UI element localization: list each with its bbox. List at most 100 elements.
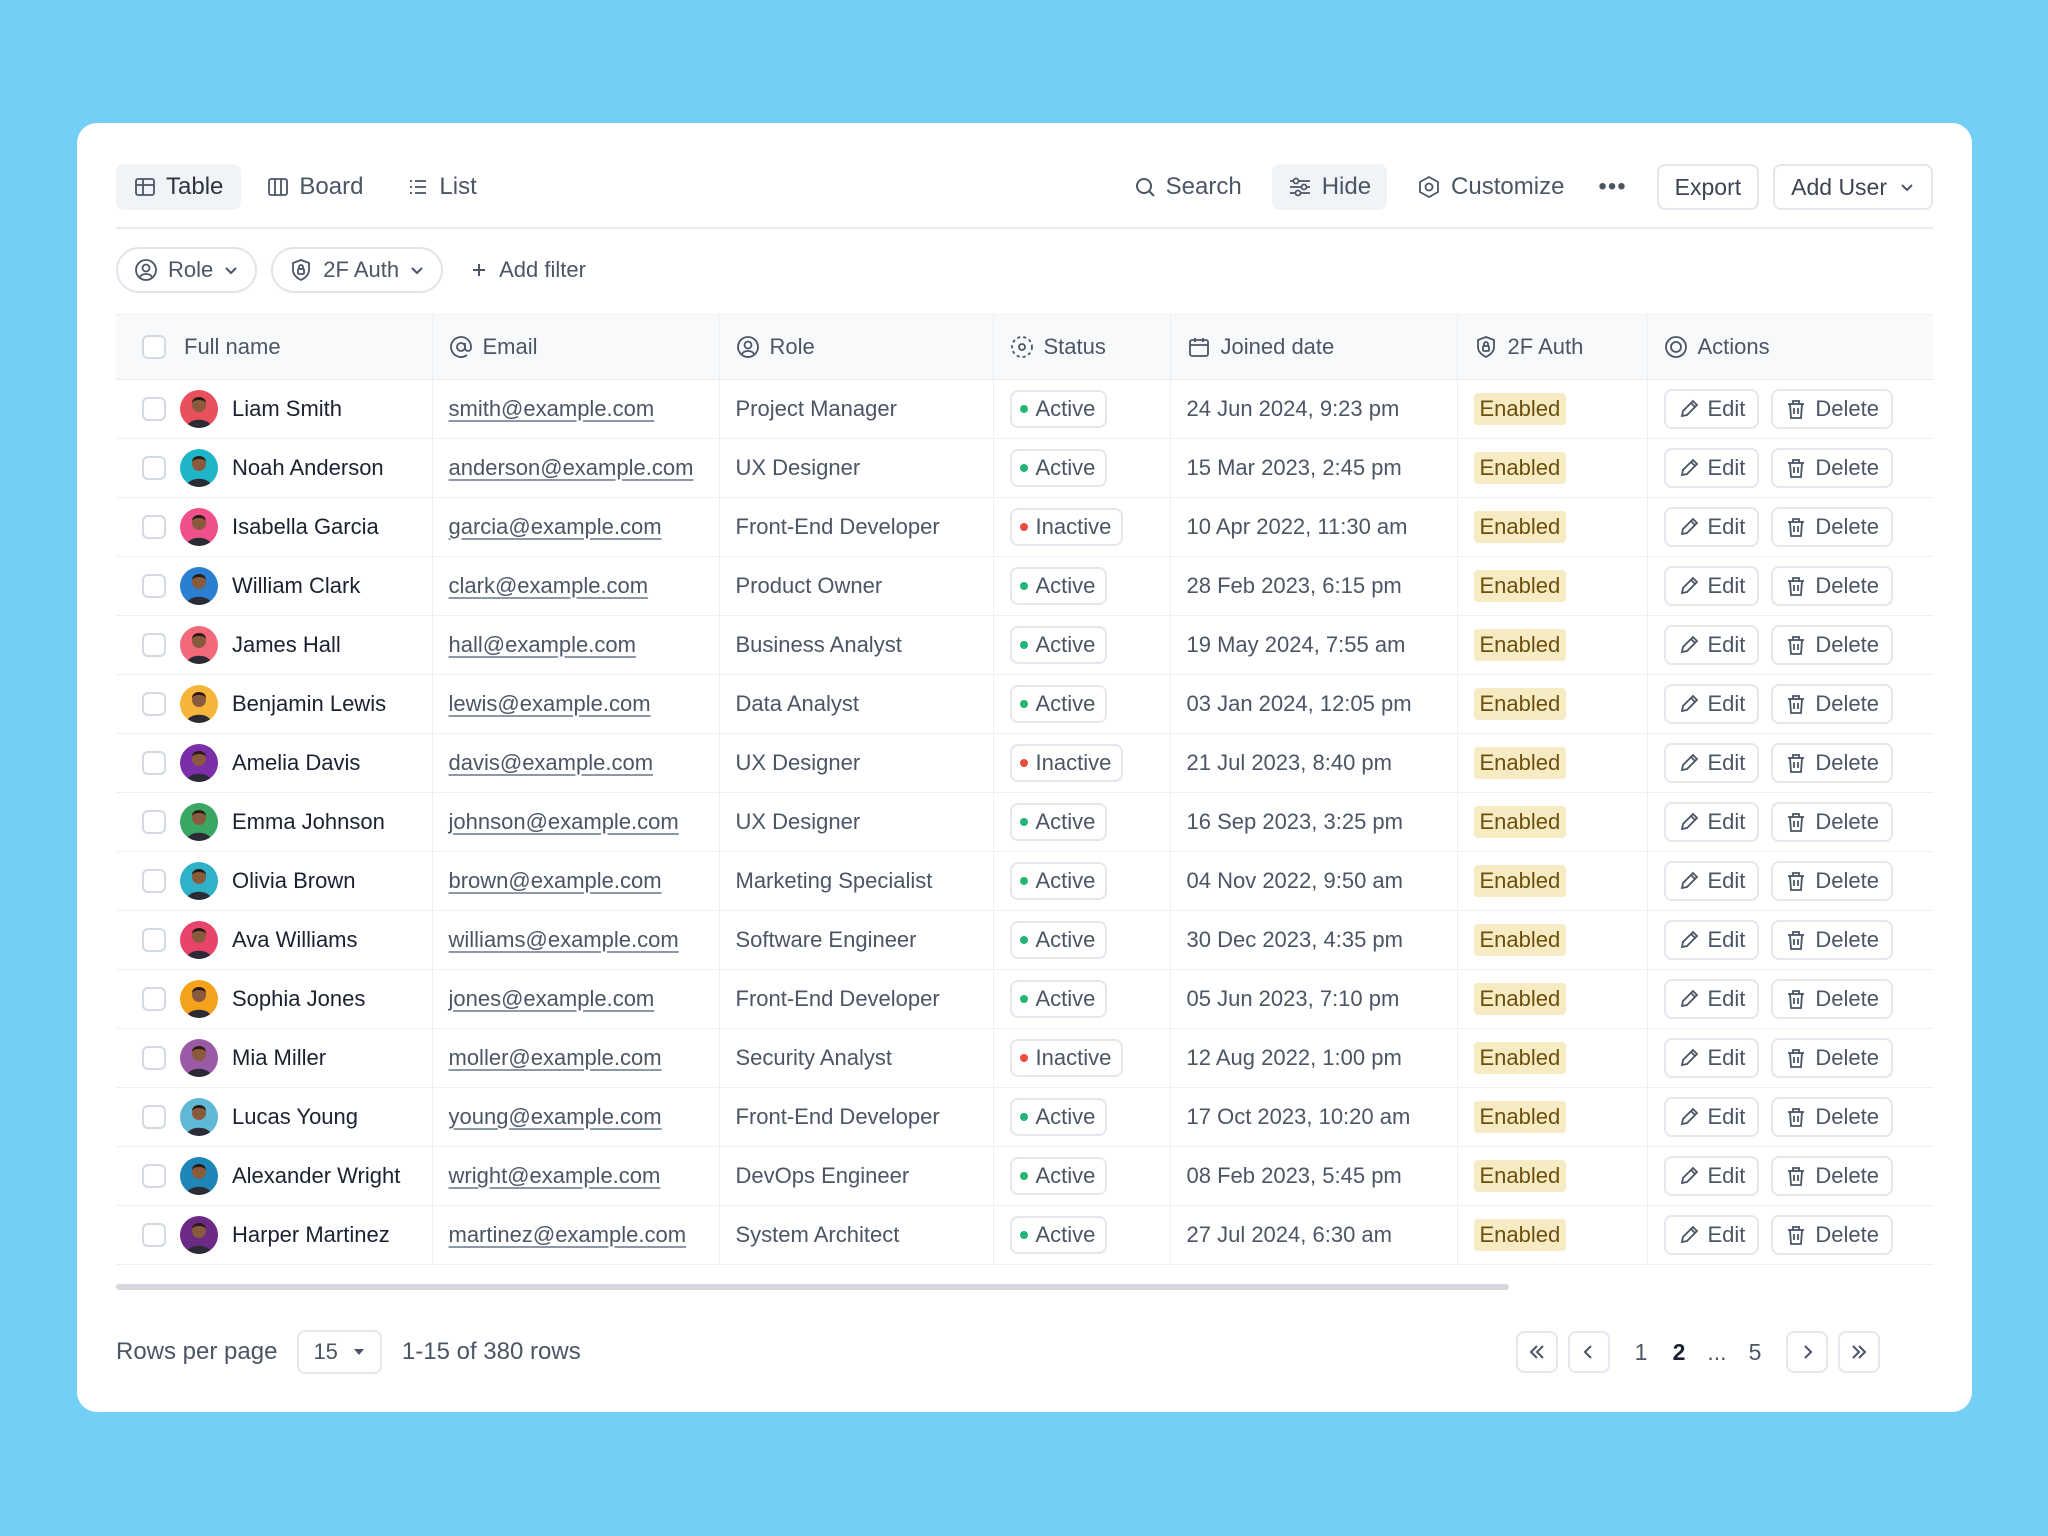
edit-button[interactable]: Edit (1663, 1038, 1760, 1078)
table-row[interactable]: Isabella Garcia garcia@example.com Front-E… (116, 497, 1933, 557)
filter-2f-auth[interactable]: 2F Auth (271, 247, 444, 293)
table-row[interactable]: Benjamin Lewis lewis@example.com Data Anal… (116, 674, 1933, 734)
row-checkbox[interactable] (142, 1164, 166, 1188)
delete-button[interactable]: Delete (1771, 920, 1894, 960)
delete-button[interactable]: Delete (1771, 1038, 1894, 1078)
hide-button[interactable]: Hide (1271, 164, 1388, 210)
email-link[interactable]: hall@example.com (448, 632, 636, 657)
email-link[interactable]: garcia@example.com (448, 514, 662, 539)
table-row[interactable]: Mia Miller moller@example.com Security Ana… (116, 1028, 1933, 1088)
row-checkbox[interactable] (142, 397, 166, 421)
table-row[interactable]: Amelia Davis davis@example.com UX Designer… (116, 733, 1933, 793)
row-checkbox[interactable] (142, 869, 166, 893)
horizontal-scrollbar[interactable] (116, 1284, 1933, 1292)
view-tab-list[interactable]: List (389, 164, 494, 210)
table-row[interactable]: William Clark clark@example.com Product Ow… (116, 556, 1933, 616)
edit-button[interactable]: Edit (1663, 389, 1760, 429)
email-link[interactable]: davis@example.com (448, 750, 654, 775)
email-link[interactable]: anderson@example.com (448, 455, 694, 480)
row-checkbox[interactable] (142, 515, 166, 539)
email-link[interactable]: jones@example.com (448, 986, 655, 1011)
row-checkbox[interactable] (142, 1105, 166, 1129)
row-checkbox[interactable] (142, 692, 166, 716)
edit-button[interactable]: Edit (1663, 979, 1760, 1019)
filter-role[interactable]: Role (116, 247, 258, 293)
edit-button[interactable]: Edit (1663, 1156, 1760, 1196)
table-row[interactable]: Alexander Wright wright@example.com DevOps… (116, 1146, 1933, 1206)
edit-button[interactable]: Edit (1663, 566, 1760, 606)
edit-button[interactable]: Edit (1663, 684, 1760, 724)
edit-button[interactable]: Edit (1663, 1215, 1760, 1255)
edit-button[interactable]: Edit (1663, 920, 1760, 960)
export-button[interactable]: Export (1656, 164, 1760, 210)
row-checkbox[interactable] (142, 810, 166, 834)
add-filter-button[interactable]: Add filter (457, 247, 598, 293)
row-checkbox[interactable] (142, 1223, 166, 1247)
delete-button[interactable]: Delete (1771, 743, 1894, 783)
row-checkbox[interactable] (142, 751, 166, 775)
row-checkbox[interactable] (142, 456, 166, 480)
email-link[interactable]: wright@example.com (448, 1163, 661, 1188)
edit-button[interactable]: Edit (1663, 1097, 1760, 1137)
table-row[interactable]: Olivia Brown brown@example.com Marketing S… (116, 851, 1933, 911)
table-row[interactable]: Ava Williams williams@example.com Software… (116, 910, 1933, 970)
header-2f-auth[interactable]: 2F Auth (1456, 314, 1647, 380)
email-link[interactable]: smith@example.com (448, 396, 655, 421)
view-tab-table[interactable]: Table (116, 164, 242, 210)
search-button[interactable]: Search (1118, 164, 1258, 210)
select-all-checkbox[interactable] (142, 335, 166, 359)
email-link[interactable]: young@example.com (448, 1104, 662, 1129)
row-checkbox[interactable] (142, 1046, 166, 1070)
table-row[interactable]: James Hall hall@example.com Business Analy… (116, 615, 1933, 675)
delete-button[interactable]: Delete (1771, 1156, 1894, 1196)
table-row[interactable]: Noah Anderson anderson@example.com UX Desi… (116, 438, 1933, 498)
delete-button[interactable]: Delete (1771, 507, 1894, 547)
table-row[interactable]: Sophia Jones jones@example.com Front-End D… (116, 969, 1933, 1029)
rows-per-page-select[interactable]: 15 (297, 1330, 382, 1374)
delete-button[interactable]: Delete (1771, 566, 1894, 606)
header-email[interactable]: Email (431, 314, 719, 380)
delete-button[interactable]: Delete (1771, 389, 1894, 429)
next-page-button[interactable] (1786, 1331, 1828, 1373)
row-checkbox[interactable] (142, 633, 166, 657)
table-row[interactable]: Emma Johnson johnson@example.com UX Design… (116, 792, 1933, 852)
delete-button[interactable]: Delete (1771, 448, 1894, 488)
page-number[interactable]: 5 (1748, 1338, 1762, 1365)
table-row[interactable]: Liam Smith smith@example.com Project Manag… (116, 379, 1933, 439)
email-link[interactable]: lewis@example.com (448, 691, 651, 716)
delete-button[interactable]: Delete (1771, 625, 1894, 665)
table-row[interactable]: Lucas Young young@example.com Front-End De… (116, 1087, 1933, 1147)
last-page-button[interactable] (1838, 1331, 1880, 1373)
header-joined-date[interactable]: Joined date (1169, 314, 1457, 380)
email-link[interactable]: brown@example.com (448, 868, 662, 893)
more-options-icon[interactable]: ••• (1598, 173, 1627, 200)
header-role[interactable]: Role (718, 314, 993, 380)
delete-button[interactable]: Delete (1771, 802, 1894, 842)
delete-button[interactable]: Delete (1771, 861, 1894, 901)
row-checkbox[interactable] (142, 987, 166, 1011)
first-page-button[interactable] (1516, 1331, 1558, 1373)
edit-button[interactable]: Edit (1663, 448, 1760, 488)
row-checkbox[interactable] (142, 928, 166, 952)
edit-button[interactable]: Edit (1663, 861, 1760, 901)
email-link[interactable]: johnson@example.com (448, 809, 679, 834)
edit-button[interactable]: Edit (1663, 802, 1760, 842)
page-number[interactable]: 1 (1634, 1338, 1648, 1365)
header-status[interactable]: Status (992, 314, 1170, 380)
delete-button[interactable]: Delete (1771, 1097, 1894, 1137)
table-row[interactable]: Harper Martinez martinez@example.com Syste… (116, 1205, 1933, 1265)
edit-button[interactable]: Edit (1663, 625, 1760, 665)
customize-button[interactable]: Customize (1401, 164, 1580, 210)
edit-button[interactable]: Edit (1663, 743, 1760, 783)
email-link[interactable]: clark@example.com (448, 573, 649, 598)
email-link[interactable]: moller@example.com (448, 1045, 662, 1070)
scrollbar-thumb[interactable] (116, 1284, 1509, 1290)
previous-page-button[interactable] (1568, 1331, 1610, 1373)
row-checkbox[interactable] (142, 574, 166, 598)
add-user-button[interactable]: Add User (1773, 164, 1933, 210)
delete-button[interactable]: Delete (1771, 684, 1894, 724)
email-link[interactable]: martinez@example.com (448, 1222, 687, 1247)
email-link[interactable]: williams@example.com (448, 927, 679, 952)
page-number[interactable]: 2 (1672, 1338, 1686, 1365)
delete-button[interactable]: Delete (1771, 979, 1894, 1019)
